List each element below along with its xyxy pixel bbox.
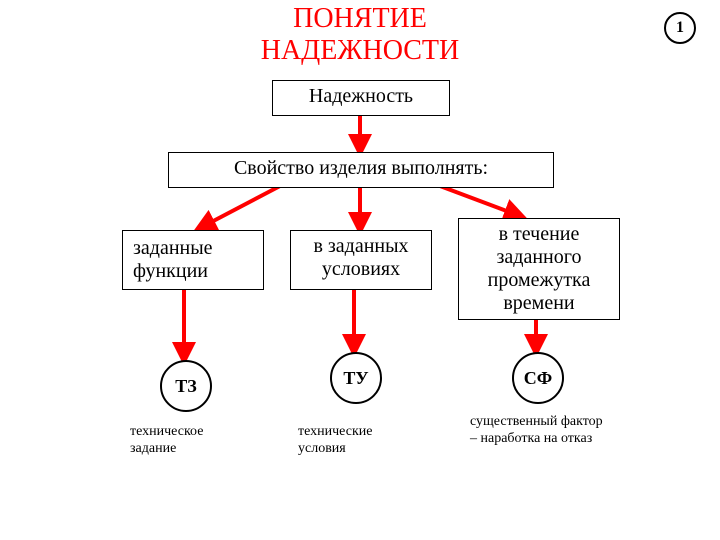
node-circle-sf: СФ (512, 352, 564, 404)
node-property-label: Свойство изделия выполнять: (169, 153, 553, 184)
node-branch-2: в заданных условиях (290, 230, 432, 290)
page-title-line2: НАДЕЖНОСТИ (0, 36, 720, 67)
node-circle-tz-label: ТЗ (175, 377, 197, 395)
node-circle-tu: ТУ (330, 352, 382, 404)
node-circle-tz: ТЗ (160, 360, 212, 412)
node-property: Свойство изделия выполнять: (168, 152, 554, 188)
node-branch-3: в течение заданного промежутка времени (458, 218, 620, 320)
node-branch-2-label: в заданных условиях (291, 231, 431, 285)
caption-sf: существенный фактор – наработка на отказ (470, 414, 640, 448)
node-circle-sf-label: СФ (524, 369, 552, 387)
diagram-stage: { "colors": {"accent":"#ff0000","border"… (0, 0, 720, 540)
node-root-label: Надежность (273, 81, 449, 112)
caption-tu: технические условия (298, 424, 418, 458)
caption-tz: техническое задание (130, 424, 250, 458)
node-branch-1: заданные функции (122, 230, 264, 290)
page-number-badge: 1 (664, 12, 696, 44)
node-branch-3-label: в течение заданного промежутка времени (459, 219, 619, 319)
page-title-line1: ПОНЯТИЕ (0, 4, 720, 35)
node-circle-tu-label: ТУ (343, 369, 368, 387)
node-root: Надежность (272, 80, 450, 116)
node-branch-1-label: заданные функции (123, 231, 263, 289)
